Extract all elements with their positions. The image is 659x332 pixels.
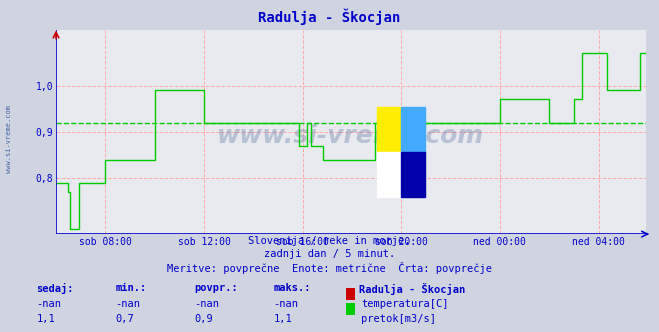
Text: 1,1: 1,1 [36,314,55,324]
Bar [378,108,401,152]
Bar [378,152,401,197]
Text: www.si-vreme.com: www.si-vreme.com [217,124,484,148]
Text: min.:: min.: [115,283,146,293]
Text: -nan: -nan [115,299,140,309]
Text: zadnji dan / 5 minut.: zadnji dan / 5 minut. [264,249,395,259]
Text: Slovenija / reke in morje.: Slovenija / reke in morje. [248,236,411,246]
Text: sedaj:: sedaj: [36,283,74,294]
Bar [401,108,424,152]
Bar [401,152,424,197]
Text: 0,7: 0,7 [115,314,134,324]
Text: -nan: -nan [273,299,299,309]
Text: maks.:: maks.: [273,283,311,293]
Text: 1,1: 1,1 [273,314,292,324]
Text: 0,9: 0,9 [194,314,213,324]
Text: Radulja - Škocjan: Radulja - Škocjan [258,8,401,25]
Text: pretok[m3/s]: pretok[m3/s] [361,314,436,324]
Text: temperatura[C]: temperatura[C] [361,299,449,309]
Text: Meritve: povprečne  Enote: metrične  Črta: povprečje: Meritve: povprečne Enote: metrične Črta:… [167,262,492,274]
Text: Radulja - Škocjan: Radulja - Škocjan [359,283,465,295]
Text: -nan: -nan [194,299,219,309]
Text: -nan: -nan [36,299,61,309]
Text: www.si-vreme.com: www.si-vreme.com [5,106,12,173]
Text: povpr.:: povpr.: [194,283,238,293]
